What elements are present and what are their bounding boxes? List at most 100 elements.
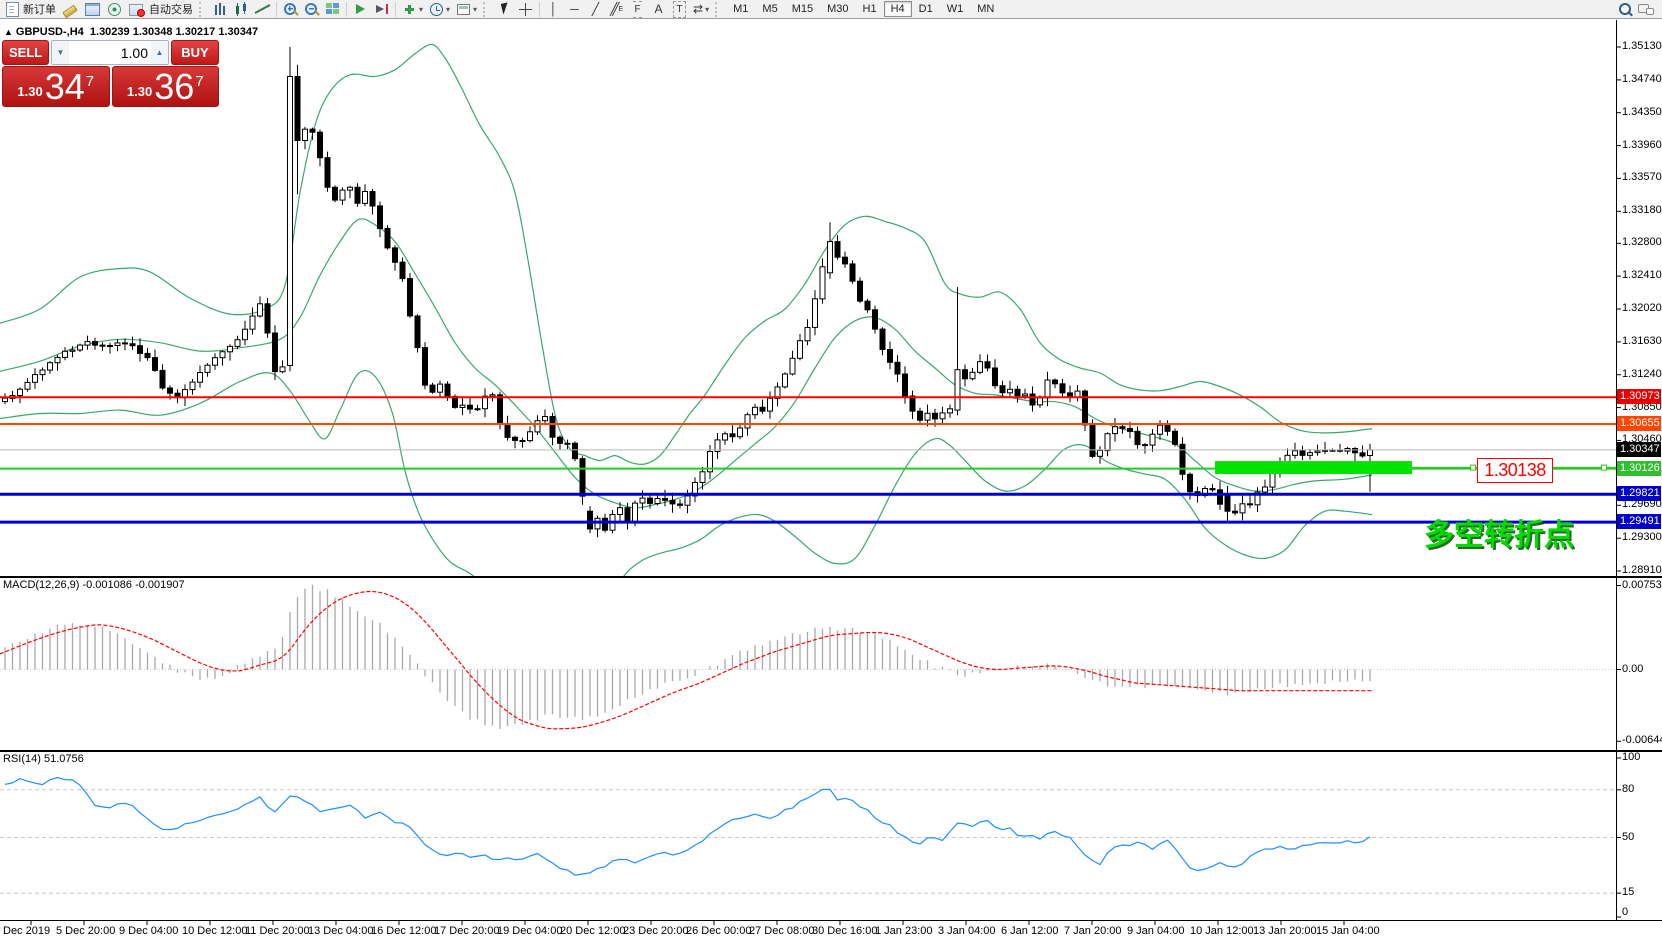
dropdown-caret: ▾	[419, 4, 424, 14]
auto-scroll-icon	[353, 2, 368, 17]
line-chart-button[interactable]	[252, 1, 273, 18]
dropdown-caret: ▾	[473, 4, 478, 14]
volume-control: ▼ ▲	[51, 40, 169, 65]
macd-label: MACD(12,26,9) -0.001086 -0.001907	[3, 579, 185, 591]
search-icon	[1617, 2, 1632, 17]
marker-tool-button[interactable]	[59, 1, 81, 18]
timeframe-h1[interactable]: H1	[856, 1, 884, 17]
buy-price-big: 36	[154, 66, 195, 107]
candlestick-chart-icon	[234, 1, 249, 17]
zoom-in-button[interactable]	[280, 1, 301, 18]
horizontal-line-icon: ─	[570, 1, 579, 16]
tile-windows-icon	[325, 2, 340, 17]
indicators-button[interactable]: ▾	[399, 1, 426, 18]
timeframe-m1[interactable]: M1	[726, 1, 755, 17]
zoom-out-icon	[304, 2, 319, 17]
autotrading-label: 自动交易	[149, 4, 193, 16]
autotrading-button[interactable]: 自动交易	[125, 1, 196, 18]
timeframe-m15[interactable]: M15	[785, 1, 820, 17]
timeframe-w1[interactable]: W1	[940, 1, 971, 17]
marker-icon	[62, 4, 78, 18]
sell-price-sup: 7	[85, 73, 95, 90]
trendline-icon: ╱	[591, 1, 600, 16]
toolbar-grip[interactable]	[715, 1, 722, 17]
candlestick-chart-button[interactable]	[231, 1, 252, 18]
cursor-tool-button[interactable]	[494, 1, 515, 18]
line-chart-icon	[255, 2, 270, 17]
templates-button[interactable]: ▾	[453, 1, 480, 18]
toolbar: 新订单 自动交易 ▾ ▾ ▾	[0, 0, 1662, 19]
search-button[interactable]	[1614, 1, 1635, 18]
buy-price-sup: 7	[195, 73, 204, 90]
sell-price-prefix: 1.30	[17, 84, 43, 99]
crosshair-icon	[518, 1, 534, 17]
text-tool-button[interactable]: A	[648, 1, 669, 18]
channel-tool-button[interactable]: ╱╱ E	[606, 1, 627, 18]
symbol-period: GBPUSD-,H4	[15, 26, 84, 38]
sell-price[interactable]: 1.30 34 7	[2, 66, 110, 107]
cn-annotation-text: 多空转折点	[1424, 519, 1574, 552]
timeframe-h4[interactable]: H4	[883, 1, 912, 17]
arrows-icon: ⇄	[693, 1, 704, 16]
chart-shift-button[interactable]	[371, 1, 392, 18]
signals-button[interactable]	[104, 1, 125, 18]
timeframe-m30[interactable]: M30	[820, 1, 855, 17]
new-order-icon	[6, 1, 19, 17]
text-label-icon: T	[673, 0, 686, 18]
volume-increase-button[interactable]: ▲	[151, 41, 168, 64]
buy-price[interactable]: 1.30 36 7	[111, 66, 219, 107]
terminal-window-button[interactable]	[81, 1, 104, 18]
autotrading-icon	[129, 4, 145, 17]
add-indicator-icon	[402, 2, 417, 17]
horizontal-line-tool-button[interactable]: ─	[564, 1, 585, 18]
price-level-label[interactable]: 1.30138	[1477, 458, 1553, 483]
ohlc-values: 1.30239 1.30348 1.30217 1.30347	[89, 26, 259, 38]
buy-price-prefix: 1.30	[126, 84, 153, 99]
bar-chart-icon	[213, 1, 228, 17]
collapse-panel-triangle[interactable]: ▲	[4, 27, 13, 37]
text-icon: A	[654, 1, 663, 16]
arrows-tool-button[interactable]: ⇄ ▾	[690, 1, 712, 18]
trendline-tool-button[interactable]: ╱	[585, 1, 606, 18]
sell-button[interactable]: SELL	[2, 40, 49, 65]
chart-shift-icon	[374, 2, 389, 17]
bar-chart-button[interactable]	[210, 1, 231, 18]
radar-icon	[108, 2, 121, 16]
channel-icon-sub: E	[618, 5, 624, 13]
fibonacci-tool-button[interactable]: F	[627, 0, 648, 18]
tile-windows-button[interactable]	[322, 1, 343, 18]
zoom-out-button[interactable]	[301, 1, 322, 18]
new-order-label: 新订单	[23, 4, 56, 16]
vertical-line-tool-button[interactable]: │	[543, 1, 564, 18]
toolbar-grip[interactable]	[483, 1, 490, 17]
chat-icon	[1638, 2, 1654, 17]
volume-decrease-button[interactable]: ▼	[52, 41, 69, 64]
volume-input[interactable]	[69, 41, 151, 64]
sell-price-big: 34	[44, 66, 85, 107]
timeframe-mn[interactable]: MN	[970, 1, 1001, 17]
chart-ohlc-title: ▲ GBPUSD-,H4 1.30239 1.30348 1.30217 1.30…	[4, 26, 258, 38]
fibonacci-icon: F	[633, 0, 642, 18]
terminal-window-icon	[85, 2, 100, 16]
dropdown-caret: ▾	[446, 4, 451, 14]
chat-button[interactable]	[1635, 1, 1656, 18]
clock-icon	[429, 2, 444, 17]
template-icon	[456, 2, 471, 17]
toolbar-grip[interactable]	[199, 1, 206, 17]
auto-scroll-button[interactable]	[350, 1, 371, 18]
channel-icon: ╱╱	[609, 1, 620, 16]
new-order-button[interactable]: 新订单	[2, 1, 59, 18]
crosshair-tool-button[interactable]	[515, 1, 536, 18]
vertical-line-icon: │	[549, 1, 558, 16]
dropdown-caret: ▾	[705, 4, 710, 14]
timeframe-group: M1 M5 M15 M30 H1 H4 D1 W1 MN	[726, 0, 1001, 19]
cursor-icon	[497, 2, 512, 17]
periods-button[interactable]: ▾	[426, 1, 453, 18]
buy-button[interactable]: BUY	[171, 40, 219, 65]
timeframe-d1[interactable]: D1	[912, 1, 940, 17]
text-label-tool-button[interactable]: T	[669, 0, 690, 18]
timeframe-m5[interactable]: M5	[755, 1, 784, 17]
